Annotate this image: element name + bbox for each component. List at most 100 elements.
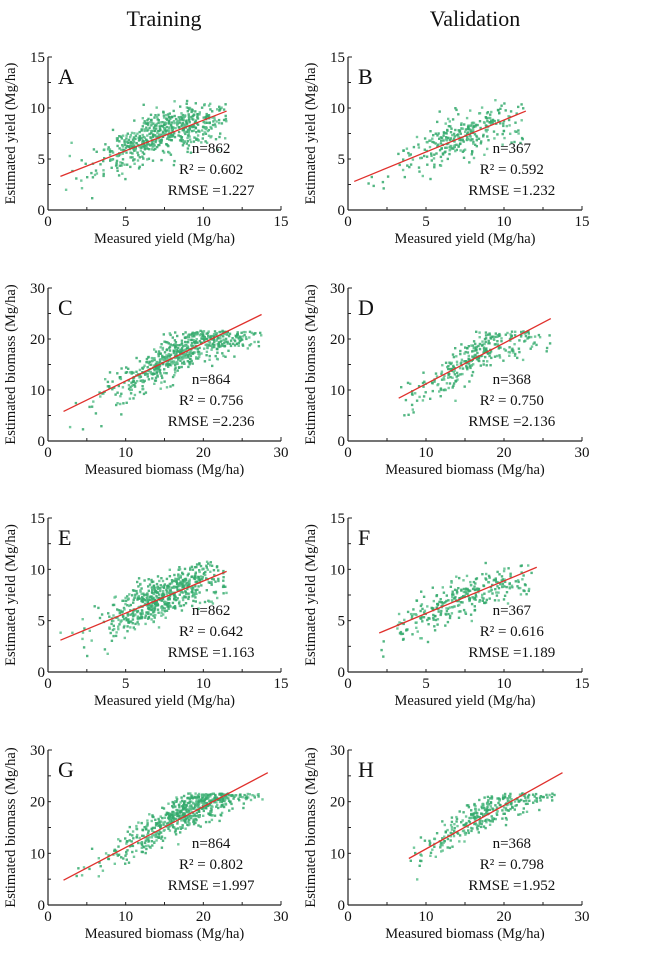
scatter-point bbox=[412, 846, 416, 849]
x-tick-label: 0 bbox=[344, 445, 352, 461]
scatter-point bbox=[223, 330, 226, 333]
scatter-point bbox=[509, 336, 513, 340]
scatter-point bbox=[497, 801, 500, 805]
scatter-point bbox=[420, 156, 423, 160]
scatter-point bbox=[205, 807, 208, 810]
scatter-point bbox=[483, 806, 486, 810]
y-axis-label: Estimated yield (Mg/ha) bbox=[303, 62, 319, 204]
scatter-point bbox=[515, 804, 518, 807]
scatter-point bbox=[508, 582, 511, 586]
scatter-point bbox=[407, 413, 410, 416]
x-tick-label: 0 bbox=[44, 676, 52, 692]
scatter-point bbox=[456, 590, 459, 594]
scatter-point bbox=[147, 361, 150, 364]
scatter-point bbox=[420, 590, 423, 593]
scatter-point bbox=[188, 580, 191, 583]
scatter-point bbox=[406, 164, 409, 167]
scatter-point bbox=[143, 129, 146, 133]
scatter-point bbox=[107, 146, 110, 149]
scatter-point bbox=[129, 146, 132, 150]
scatter-point bbox=[462, 595, 465, 598]
scatter-point bbox=[152, 142, 155, 146]
scatter-point bbox=[166, 137, 169, 140]
scatter-point bbox=[169, 361, 173, 364]
scatter-point bbox=[420, 637, 423, 640]
scatter-point bbox=[187, 115, 191, 118]
stat-rmse: RMSE =2.136 bbox=[468, 414, 555, 430]
scatter-point bbox=[188, 578, 191, 581]
scatter-point bbox=[509, 795, 512, 798]
scatter-point bbox=[240, 331, 243, 334]
scatter-point bbox=[206, 346, 209, 350]
scatter-point bbox=[118, 135, 121, 138]
scatter-point bbox=[146, 119, 149, 122]
scatter-point bbox=[472, 580, 476, 584]
scatter-point bbox=[467, 831, 470, 835]
scatter-point bbox=[224, 802, 227, 805]
scatter-point bbox=[439, 387, 443, 390]
scatter-point bbox=[203, 338, 206, 341]
scatter-point bbox=[133, 162, 136, 165]
scatter-point bbox=[143, 841, 147, 844]
scatter-point bbox=[408, 165, 411, 169]
scatter-point bbox=[471, 150, 474, 153]
scatter-point bbox=[159, 128, 162, 131]
scatter-point bbox=[104, 852, 108, 855]
scatter-point bbox=[178, 126, 181, 129]
scatter-point bbox=[195, 797, 198, 800]
scatter-point bbox=[189, 354, 193, 358]
scatter-point bbox=[445, 132, 448, 135]
scatter-point bbox=[431, 848, 434, 851]
scatter-point bbox=[426, 163, 429, 166]
scatter-point bbox=[149, 113, 153, 116]
scatter-point bbox=[522, 811, 525, 814]
scatter-point bbox=[183, 344, 186, 347]
scatter-point bbox=[125, 140, 128, 144]
scatter-point bbox=[144, 614, 147, 617]
scatter-point bbox=[120, 367, 123, 370]
scatter-point bbox=[404, 398, 408, 402]
scatter-point bbox=[207, 114, 211, 117]
scatter-point bbox=[482, 584, 486, 588]
scatter-point bbox=[514, 804, 517, 808]
scatter-point bbox=[527, 793, 531, 797]
scatter-point bbox=[171, 601, 175, 605]
scatter-point bbox=[194, 792, 197, 795]
scatter-point bbox=[250, 331, 253, 335]
scatter-point bbox=[143, 379, 146, 383]
scatter-point bbox=[133, 158, 136, 161]
scatter-point bbox=[158, 360, 162, 364]
scatter-point bbox=[160, 577, 163, 580]
scatter-point bbox=[478, 336, 481, 339]
scatter-point bbox=[129, 603, 132, 607]
scatter-point bbox=[163, 351, 167, 354]
scatter-point bbox=[527, 795, 530, 798]
scatter-point bbox=[501, 585, 504, 588]
scatter-point bbox=[468, 380, 471, 383]
scatter-point bbox=[414, 851, 417, 855]
scatter-point bbox=[120, 164, 123, 167]
scatter-point bbox=[142, 152, 146, 156]
scatter-point bbox=[172, 350, 176, 353]
scatter-point bbox=[194, 102, 197, 105]
scatter-point bbox=[417, 143, 420, 146]
scatter-point bbox=[186, 817, 189, 820]
scatter-point bbox=[435, 594, 439, 597]
scatter-point bbox=[180, 339, 184, 342]
scatter-point bbox=[150, 129, 153, 133]
scatter-point bbox=[501, 809, 504, 812]
scatter-point bbox=[159, 826, 162, 829]
scatter-point bbox=[433, 845, 436, 848]
scatter-point bbox=[128, 839, 131, 842]
scatter-point bbox=[474, 125, 477, 128]
scatter-point bbox=[135, 370, 138, 373]
panel-label: B bbox=[358, 64, 373, 89]
scatter-point bbox=[436, 145, 439, 148]
scatter-point bbox=[190, 341, 194, 345]
stat-rmse: RMSE =1.232 bbox=[468, 183, 555, 199]
scatter-point bbox=[402, 158, 405, 161]
scatter-point bbox=[176, 350, 179, 353]
scatter-point bbox=[185, 99, 189, 103]
scatter-point bbox=[206, 568, 209, 571]
scatter-point bbox=[211, 344, 214, 348]
